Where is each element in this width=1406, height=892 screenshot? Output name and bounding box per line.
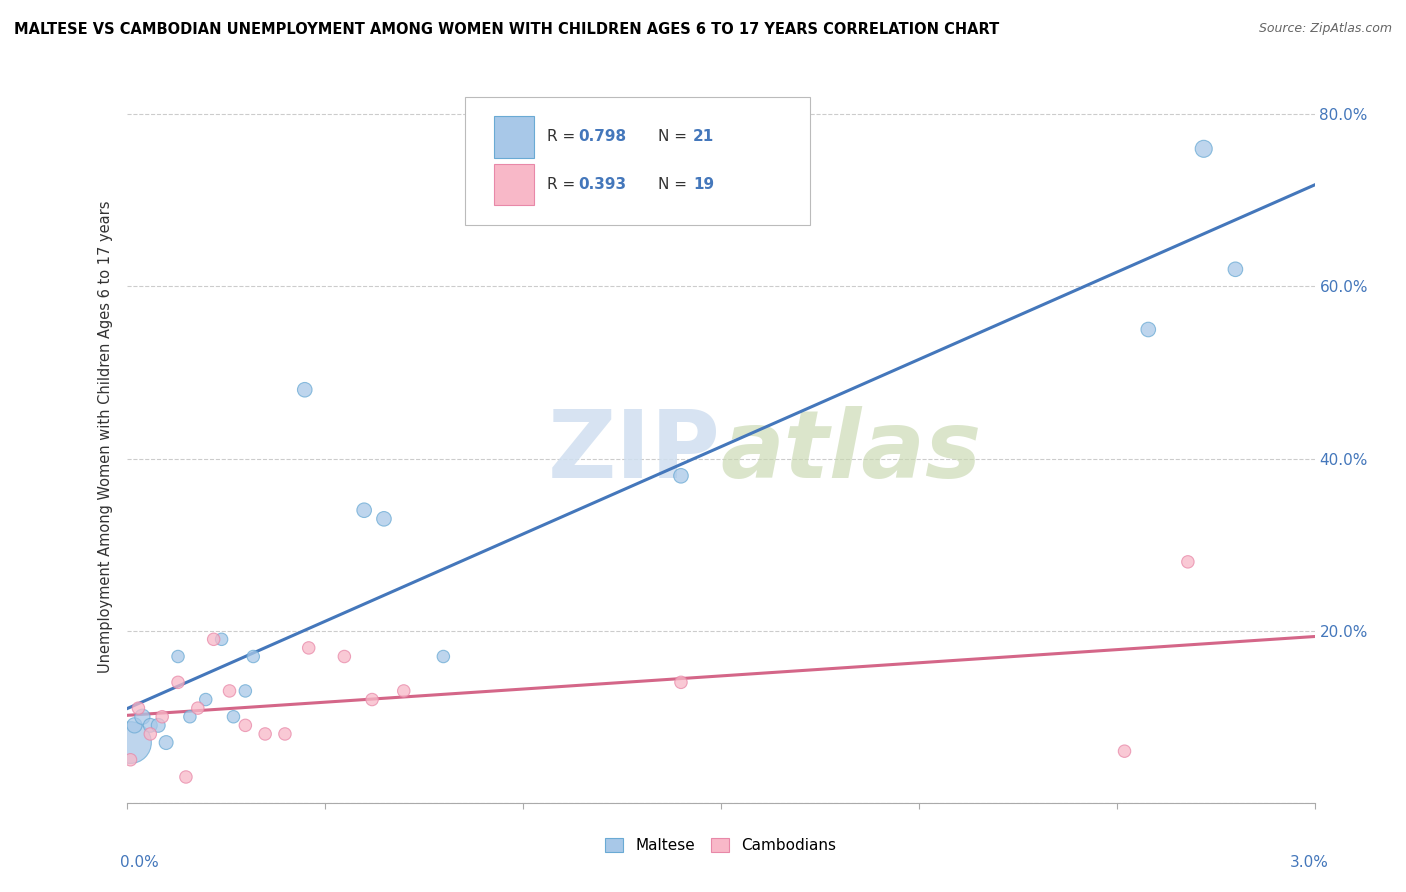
Point (218, 684, 240, 698)
Text: R =: R = (547, 177, 581, 192)
Y-axis label: Unemployment Among Women with Children Ages 6 to 17 years: Unemployment Among Women with Children A… (98, 201, 114, 673)
Point (294, 383, 316, 397)
Point (139, 727, 162, 741)
Point (233, 718, 256, 732)
Point (139, 718, 162, 732)
FancyBboxPatch shape (494, 116, 534, 158)
Point (373, 512, 395, 526)
Point (1192, 142, 1215, 156)
Point (669, 468, 692, 483)
Text: 0.0%: 0.0% (120, 855, 159, 870)
Point (1114, 744, 1136, 758)
Point (120, 753, 142, 767)
Point (361, 692, 384, 706)
Point (194, 692, 217, 706)
Point (127, 701, 149, 715)
Point (242, 649, 264, 664)
Point (1137, 322, 1160, 336)
Point (150, 710, 173, 724)
Point (669, 675, 692, 690)
Point (148, 718, 170, 732)
Point (333, 649, 356, 664)
Text: R =: R = (547, 129, 581, 145)
Text: 0.393: 0.393 (578, 177, 626, 192)
Text: ZIP: ZIP (548, 406, 721, 498)
FancyBboxPatch shape (494, 163, 534, 205)
Point (233, 684, 256, 698)
Text: 21: 21 (693, 129, 714, 145)
FancyBboxPatch shape (465, 97, 810, 225)
Point (222, 710, 245, 724)
Point (202, 632, 225, 647)
Point (187, 701, 209, 715)
Point (167, 675, 190, 690)
Legend: Maltese, Cambodians: Maltese, Cambodians (598, 830, 844, 861)
Point (155, 735, 177, 749)
Point (432, 649, 454, 664)
Point (254, 727, 277, 741)
Point (174, 770, 197, 784)
Point (131, 710, 153, 724)
Text: 0.798: 0.798 (578, 129, 626, 145)
Point (298, 640, 321, 655)
Point (353, 503, 375, 517)
Point (124, 718, 146, 732)
Text: 3.0%: 3.0% (1289, 855, 1329, 870)
Point (392, 684, 415, 698)
Text: N =: N = (658, 177, 692, 192)
Point (1225, 262, 1247, 277)
Point (211, 632, 233, 647)
Text: MALTESE VS CAMBODIAN UNEMPLOYMENT AMONG WOMEN WITH CHILDREN AGES 6 TO 17 YEARS C: MALTESE VS CAMBODIAN UNEMPLOYMENT AMONG … (14, 22, 1000, 37)
Point (274, 727, 297, 741)
Text: Source: ZipAtlas.com: Source: ZipAtlas.com (1258, 22, 1392, 36)
Point (120, 735, 142, 749)
Text: 19: 19 (693, 177, 714, 192)
Text: atlas: atlas (721, 406, 981, 498)
Point (179, 710, 201, 724)
Text: N =: N = (658, 129, 692, 145)
Point (167, 649, 190, 664)
Point (1177, 555, 1199, 569)
